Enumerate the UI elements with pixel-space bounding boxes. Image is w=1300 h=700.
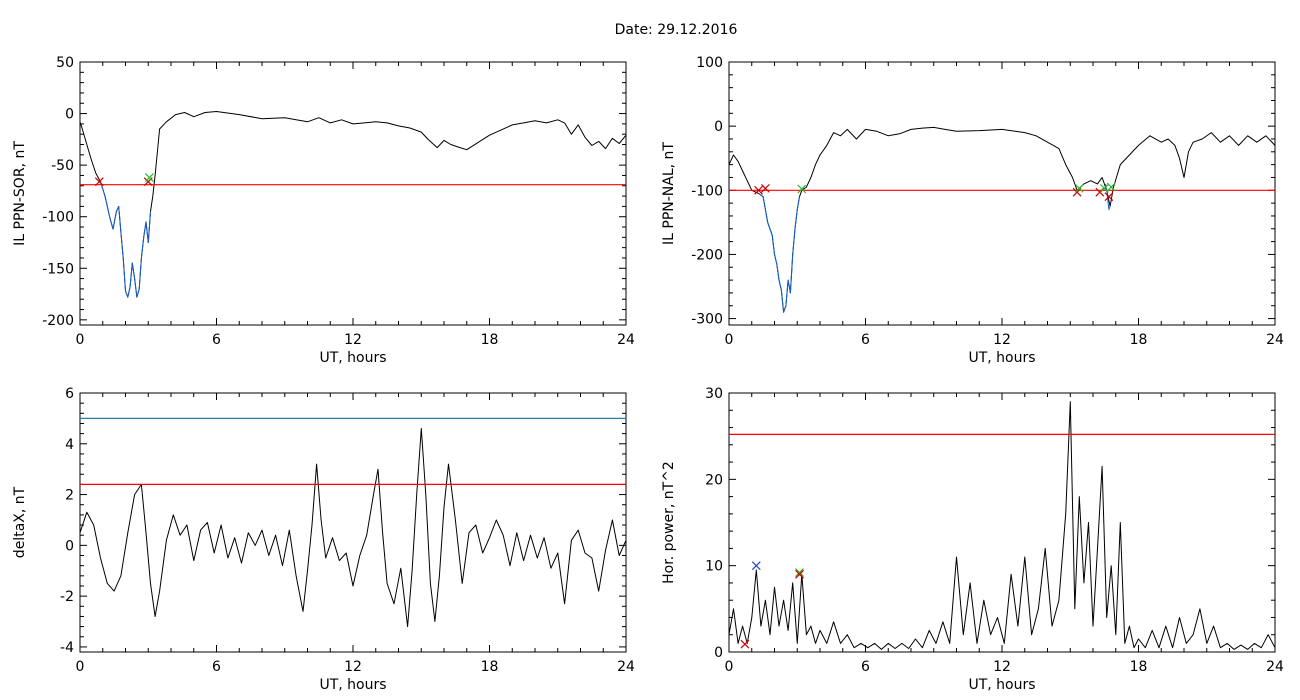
event-marker (1099, 183, 1109, 193)
series-line-0 (79, 111, 627, 298)
x-tick-label: 18 (1130, 332, 1148, 348)
chart-panel-left-top: 0 6 12 18 24 50 0 -50 -100 -150 -200 UT, hours IL PP… (12, 55, 635, 366)
y-tick-label: 50 (56, 55, 74, 71)
plot-frame (79, 61, 627, 326)
event-marker (795, 569, 804, 579)
x-tick-label: 0 (76, 332, 85, 348)
x-tick-label: 0 (76, 659, 85, 675)
x-tick-label: 18 (481, 332, 499, 348)
y-tick-label: -200 (42, 313, 74, 329)
x-axis-label: UT, hours (968, 350, 1035, 366)
figure-title: Date: 29.12.2016 (615, 22, 738, 38)
x-tick-label: 18 (481, 659, 499, 675)
y-axis-label: IL PPN-NAL, nT (661, 142, 677, 245)
y-axis-label: deltaX, nT (12, 486, 28, 558)
x-tick-label: 6 (212, 659, 221, 675)
series-line-0 (79, 428, 627, 628)
x-tick-label: 6 (212, 332, 221, 348)
event-marker (760, 183, 770, 193)
chart-panel-left-bottom: 0 6 12 18 24 6 4 2 0 -2 -4 UT, hours deltaX, nT (12, 386, 635, 693)
y-tick-label: 20 (705, 472, 723, 488)
event-marker (754, 185, 763, 195)
event-marker (1106, 182, 1116, 192)
x-tick-label: 12 (993, 332, 1011, 348)
series-line-0 (728, 401, 1276, 650)
y-tick-label: 30 (705, 386, 723, 402)
x-axis-label: UT, hours (319, 350, 386, 366)
y-axis-label: IL PPN-SOR, nT (12, 141, 28, 246)
event-marker (740, 639, 750, 649)
y-axis-label: Hor. power, nT^2 (661, 461, 677, 584)
x-tick-label: 18 (1130, 659, 1148, 675)
event-marker (797, 184, 807, 194)
y-tick-label: -300 (691, 312, 723, 328)
x-tick-label: 12 (344, 332, 362, 348)
x-tick-label: 12 (344, 659, 362, 675)
x-tick-label: 24 (617, 659, 635, 675)
event-marker (94, 177, 104, 187)
y-tick-label: -50 (51, 158, 74, 174)
y-tick-label: 0 (714, 119, 723, 135)
x-tick-label: 6 (861, 659, 870, 675)
plot-frame (79, 392, 627, 653)
y-tick-label: -200 (691, 247, 723, 263)
event-marker (1104, 192, 1114, 202)
y-tick-label: 4 (65, 437, 74, 453)
x-tick-label: 24 (1266, 332, 1284, 348)
y-tick-label: -100 (42, 210, 74, 226)
y-tick-label: 2 (65, 488, 74, 504)
series-line-1 (100, 181, 151, 298)
series-line-2 (1105, 183, 1111, 210)
x-axis-label: UT, hours (319, 677, 386, 693)
y-tick-label: -100 (691, 183, 723, 199)
x-tick-label: 24 (617, 332, 635, 348)
x-tick-label: 12 (993, 659, 1011, 675)
x-tick-label: 0 (725, 659, 734, 675)
event-marker (1074, 183, 1084, 193)
x-tick-label: 24 (1266, 659, 1284, 675)
y-tick-label: 0 (65, 538, 74, 554)
chart-panel-right-bottom: 0 6 12 18 24 30 20 10 0 UT, hours Hor. power, nT^2 (661, 386, 1284, 693)
event-marker (751, 561, 761, 571)
plot-frame (728, 392, 1276, 653)
y-tick-label: 0 (714, 645, 723, 661)
x-tick-label: 0 (725, 332, 734, 348)
y-tick-label: -150 (42, 261, 74, 277)
x-tick-label: 6 (861, 332, 870, 348)
y-tick-label: 100 (696, 55, 723, 71)
plot-frame (728, 61, 1276, 326)
y-tick-label: 0 (65, 107, 74, 123)
y-tick-label: 10 (705, 559, 723, 575)
y-tick-label: -2 (60, 589, 74, 605)
series-line-0 (728, 126, 1276, 313)
y-tick-label: 6 (65, 386, 74, 402)
chart-panel-right-top: 0 6 12 18 24 100 0 -100 -200 -300 UT, hours IL PPN-… (661, 55, 1284, 366)
series-line-1 (758, 193, 800, 313)
x-axis-label: UT, hours (968, 677, 1035, 693)
event-marker (795, 568, 804, 577)
event-marker (144, 173, 154, 182)
y-tick-label: -4 (60, 640, 74, 656)
